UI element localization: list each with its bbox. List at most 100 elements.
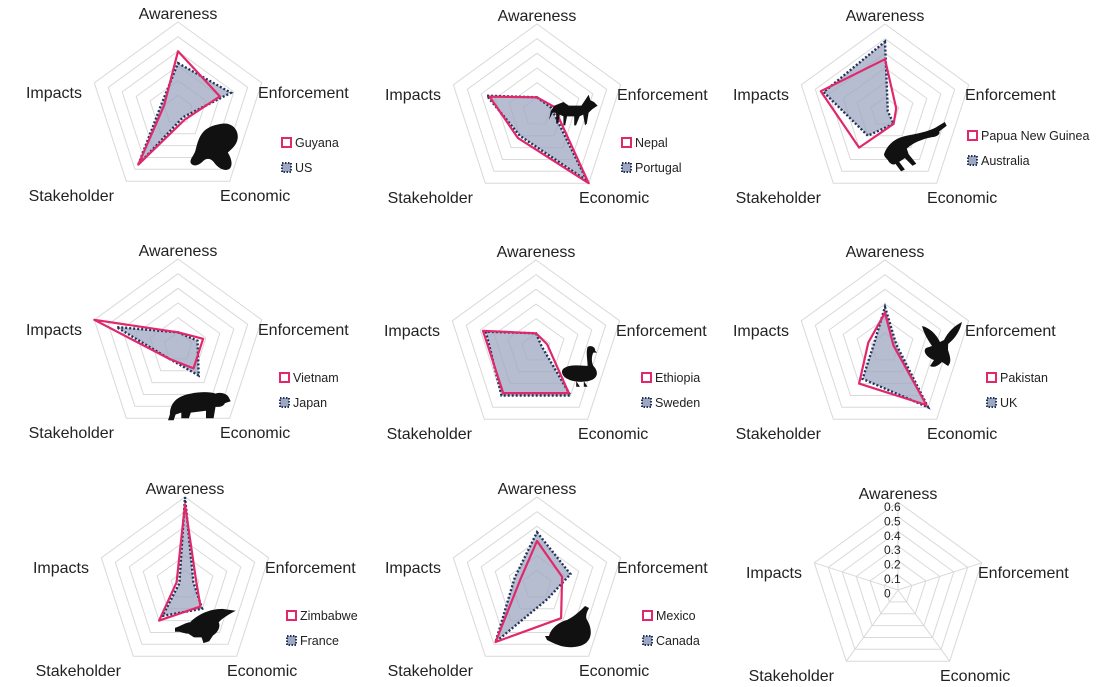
axis-label-impacts: Impacts: [746, 565, 802, 582]
radar-chart-2: Awareness Enforcement Economic Stakeholder I…: [385, 8, 708, 207]
series-guyana: [137, 50, 221, 166]
grid-ring: [93, 21, 263, 182]
legend-label: Japan: [293, 396, 327, 410]
grid-ring: [465, 274, 607, 408]
series-uk: [861, 302, 931, 410]
legend-label: Vietnam: [293, 371, 339, 385]
legend-swatch: [621, 137, 632, 148]
axis-label-stakeholder: Stakeholder: [736, 426, 822, 443]
grid-ring: [114, 511, 256, 645]
radar-chart-9: Awareness Enforcement Economic Stakeholder I…: [746, 486, 1069, 685]
legend-swatch: [641, 397, 652, 408]
grid-ring: [494, 67, 580, 149]
axis-label-awareness: Awareness: [498, 8, 577, 25]
legend-swatch: [279, 372, 290, 383]
tick-label: 0.4: [884, 529, 901, 543]
tick-label: 0: [884, 586, 891, 600]
tick-label: 0.2: [884, 558, 901, 572]
series-vietnam: [93, 318, 205, 370]
axis-label-stakeholder: Stakeholder: [736, 190, 822, 207]
grid-ring: [452, 496, 622, 657]
legend-label: US: [295, 161, 312, 175]
axis-label-economic: Economic: [940, 668, 1010, 685]
legend-label: Guyana: [295, 136, 339, 150]
grid-ring: [800, 23, 970, 184]
grid-ring: [451, 259, 621, 420]
series-australia: [821, 39, 896, 138]
axis-label-impacts: Impacts: [385, 560, 441, 577]
axis-label-awareness: Awareness: [846, 244, 925, 261]
tick-label: 0.3: [884, 543, 901, 557]
series-canada: [493, 529, 573, 646]
legend-swatch: [281, 162, 292, 173]
legend-label: Canada: [656, 634, 700, 648]
legend-label: Portugal: [635, 161, 682, 175]
legend-swatch: [286, 610, 297, 621]
series-us: [137, 61, 234, 166]
grid-spoke: [845, 589, 899, 662]
axis-label-awareness: Awareness: [139, 243, 218, 260]
axis-label-economic: Economic: [578, 426, 648, 443]
series-pakistan: [857, 311, 928, 407]
grid-ring: [121, 287, 235, 395]
legend-swatch: [986, 372, 997, 383]
legend-swatch: [286, 635, 297, 646]
axis-label-impacts: Impacts: [385, 87, 441, 104]
grid-ring: [855, 545, 941, 627]
grid-ring: [480, 52, 594, 160]
axis-label-enforcement: Enforcement: [617, 560, 708, 577]
axis-label-impacts: Impacts: [733, 87, 789, 104]
axis-label-awareness: Awareness: [498, 481, 577, 498]
grid-ring: [814, 274, 956, 408]
grid-spoke: [897, 562, 982, 591]
series-nepal: [488, 95, 590, 185]
grid-ring: [883, 574, 913, 603]
grid-ring: [93, 258, 263, 419]
eagle-icon: [922, 322, 962, 367]
axis-label-impacts: Impacts: [733, 323, 789, 340]
legend-swatch: [967, 130, 978, 141]
legend-label: Australia: [981, 154, 1030, 168]
axis-label-impacts: Impacts: [384, 323, 440, 340]
axis-label-enforcement: Enforcement: [978, 565, 1069, 582]
grid-ring: [828, 288, 942, 396]
lemur-icon: [190, 123, 238, 170]
wolf-icon: [549, 94, 598, 126]
legend-label: Mexico: [656, 609, 696, 623]
radar-chart-1: Awareness Enforcement Economic Stakeholder I…: [26, 6, 349, 205]
vulture-icon: [175, 608, 236, 644]
axis-label-stakeholder: Stakeholder: [29, 188, 115, 205]
radar-chart-4: Awareness Enforcement Economic Stakeholder I…: [26, 243, 349, 442]
legend-swatch: [642, 610, 653, 621]
otter-icon: [545, 606, 591, 648]
axis-label-stakeholder: Stakeholder: [29, 425, 115, 442]
axis-label-stakeholder: Stakeholder: [36, 663, 122, 680]
legend-label: UK: [1000, 396, 1018, 410]
legend-swatch: [279, 397, 290, 408]
grid-ring: [466, 38, 608, 172]
legend-label: Nepal: [635, 136, 668, 150]
axis-label-stakeholder: Stakeholder: [749, 668, 835, 685]
axis-label-enforcement: Enforcement: [258, 85, 349, 102]
grid-ring: [121, 50, 235, 158]
tick-label: 0.6: [884, 500, 901, 514]
axis-label-stakeholder: Stakeholder: [387, 426, 473, 443]
axis-label-economic: Economic: [220, 188, 290, 205]
radar-chart-6: Awareness Enforcement Economic Stakeholder I…: [733, 244, 1056, 443]
legend-swatch: [641, 372, 652, 383]
axis-label-impacts: Impacts: [33, 560, 89, 577]
axis-label-stakeholder: Stakeholder: [388, 190, 474, 207]
axis-label-impacts: Impacts: [26, 85, 82, 102]
axis-label-impacts: Impacts: [26, 322, 82, 339]
legend-label: Zimbabwe: [300, 609, 358, 623]
grid-ring: [813, 501, 983, 662]
grid-spoke: [814, 562, 899, 591]
legend-swatch: [281, 137, 292, 148]
grid-ring: [480, 525, 594, 633]
axis-label-awareness: Awareness: [146, 481, 225, 498]
axis-label-stakeholder: Stakeholder: [388, 663, 474, 680]
grid-ring: [869, 560, 927, 615]
axis-label-enforcement: Enforcement: [265, 560, 356, 577]
axis-label-awareness: Awareness: [859, 486, 938, 503]
axis-label-economic: Economic: [227, 663, 297, 680]
